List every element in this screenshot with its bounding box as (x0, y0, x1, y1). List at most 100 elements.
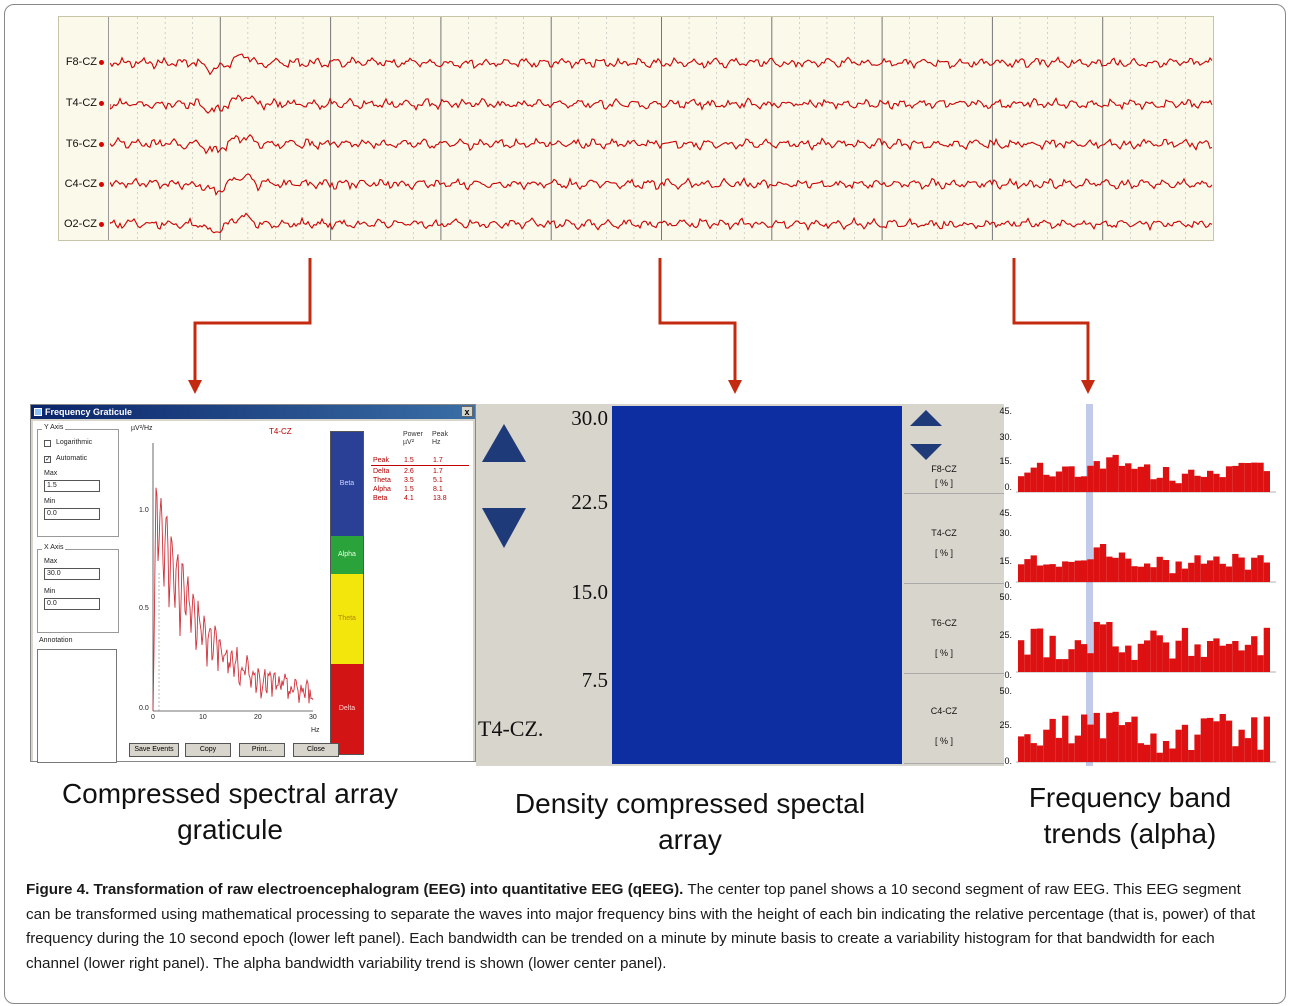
trend-bar (1200, 718, 1207, 762)
automatic-label: Automatic (56, 455, 88, 462)
trend-y-tick: 0. (1004, 756, 1012, 766)
trend-bar (1043, 729, 1050, 762)
trend-bar (1207, 470, 1214, 492)
y-axis-legend: Y Axis (42, 424, 66, 431)
trend-bar (1225, 643, 1233, 672)
trend-bar (1225, 566, 1233, 582)
trend-bar (1043, 657, 1050, 672)
trend-bar (1156, 556, 1163, 582)
spectrum-y-tick: 0.5 (139, 605, 149, 612)
y-min-input[interactable]: 0.0 (44, 508, 100, 520)
trend-bar (1068, 649, 1075, 672)
trend-bar (1225, 720, 1233, 762)
scroll-down-arrow-icon[interactable] (482, 508, 526, 548)
y-max-label: Max (44, 470, 58, 477)
trend-bar (1099, 468, 1107, 492)
dcsa-channel-label: T4-CZ. (478, 716, 544, 741)
trend-bar (1181, 568, 1189, 582)
annotation-textarea[interactable] (37, 649, 117, 763)
close-icon[interactable]: x (461, 406, 473, 417)
trend-bar (1043, 564, 1050, 582)
trend-bar (1049, 718, 1056, 762)
table-header-power: Power (403, 431, 423, 438)
trend-bar (1062, 561, 1069, 582)
window-title: Frequency Graticule (45, 407, 133, 417)
trend-bar (1125, 558, 1132, 582)
trend-bar (1036, 745, 1044, 762)
dcsa-y-tick: 15.0 (571, 580, 608, 604)
trend-bar (1238, 557, 1245, 582)
trend-bar (1194, 644, 1201, 672)
trend-bar (1074, 640, 1081, 672)
trend-bar (1213, 638, 1220, 672)
eeg-channel-label: T6-CZ (66, 138, 104, 150)
x-min-input[interactable]: 0.0 (44, 598, 100, 610)
trend-bar (1018, 640, 1025, 672)
dcsa-y-tick: 7.5 (581, 668, 608, 692)
y-max-input[interactable]: 1.5 (44, 480, 100, 492)
band-alpha: Alpha (331, 536, 363, 574)
spectrum-x-tick: 10 (199, 714, 207, 721)
trend-bar (1232, 465, 1239, 492)
trend-down-arrow-icon[interactable] (910, 444, 942, 460)
trend-channel-label: T6-CZ (931, 618, 957, 628)
trend-bar (1144, 563, 1151, 582)
x-max-input[interactable]: 30.0 (44, 568, 100, 580)
band-color-column: Beta Alpha Theta Delta (330, 431, 364, 755)
trend-bar (1263, 471, 1270, 492)
trend-bar (1024, 559, 1031, 582)
trend-bar (1219, 645, 1226, 672)
trend-bar (1093, 547, 1100, 582)
trend-bar (1144, 464, 1151, 492)
eeg-channel-label: F8-CZ (66, 56, 104, 68)
trend-bar (1188, 655, 1195, 672)
spectrum-curve (152, 487, 314, 712)
eeg-channel-label: O2-CZ (64, 218, 104, 230)
trend-bar (1106, 457, 1113, 492)
trend-y-tick: 15. (999, 456, 1012, 466)
trend-y-tick: 50. (999, 686, 1012, 696)
logarithmic-checkbox[interactable] (44, 440, 51, 447)
print-button[interactable]: Print... (239, 743, 285, 757)
y-min-label: Min (44, 498, 56, 505)
trend-channel-label: F8-CZ (931, 464, 957, 474)
table-cell: Delta (373, 468, 390, 475)
trend-y-tick: 0. (1004, 482, 1012, 492)
trend-up-arrow-icon[interactable] (910, 410, 942, 426)
dcsa-background (612, 406, 902, 764)
trend-y-tick: 45. (999, 406, 1012, 416)
label-frequency-band-trends: Frequency band trends (alpha) (1028, 782, 1232, 849)
trend-channel-label: T4-CZ (931, 528, 957, 538)
scroll-up-arrow-icon[interactable] (482, 424, 526, 462)
trend-bar (1219, 563, 1226, 582)
trend-bar (1257, 749, 1264, 762)
trend-bar (1131, 716, 1138, 762)
trend-bar (1118, 465, 1126, 492)
label-density-compressed-spectral-array: Density compressed spectal array (514, 788, 866, 855)
trend-bar (1106, 622, 1113, 672)
trend-bar (1162, 741, 1170, 762)
trend-bar (1049, 476, 1056, 492)
trend-bar (1018, 736, 1025, 762)
trend-bar (1175, 483, 1182, 492)
trend-bar (1257, 555, 1264, 582)
copy-button[interactable]: Copy (185, 743, 231, 757)
trend-row-controls: C4-CZ [ % ] (904, 674, 1004, 764)
automatic-checkbox[interactable]: ✓ (44, 456, 51, 463)
trend-bar (1207, 560, 1214, 582)
eeg-trace (110, 173, 1213, 197)
trend-bar (1099, 624, 1107, 672)
eeg-channel-label: C4-CZ (65, 178, 104, 190)
table-cell: 4.1 (404, 495, 414, 502)
eeg-channel-label: T4-CZ (66, 97, 104, 109)
trend-bar (1263, 562, 1270, 582)
trend-bar (1018, 564, 1025, 582)
spectrum-x-tick: 0 (151, 714, 155, 721)
x-min-label: Min (44, 588, 56, 595)
trend-bar (1175, 729, 1182, 762)
band-theta: Theta (331, 574, 363, 664)
close-button[interactable]: Close (293, 743, 339, 757)
save-events-button[interactable]: Save Events (129, 743, 179, 757)
trend-bar (1263, 716, 1270, 762)
trend-bar (1251, 462, 1258, 492)
